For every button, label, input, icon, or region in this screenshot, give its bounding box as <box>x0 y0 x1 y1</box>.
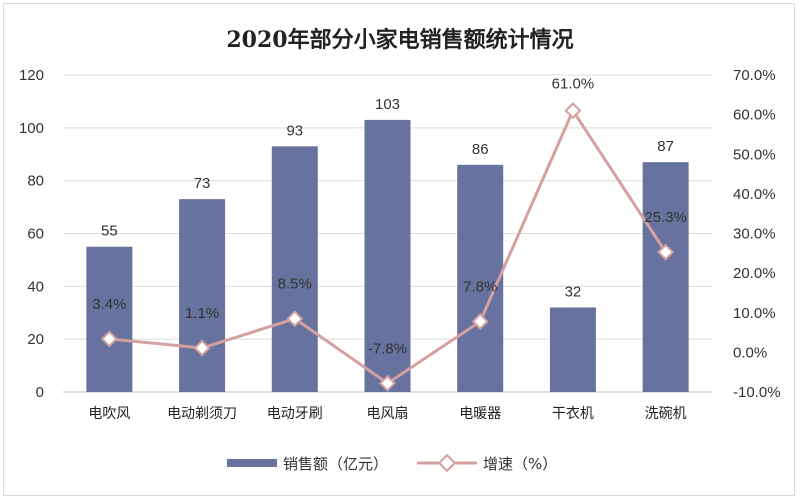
bar-data-label: 55 <box>101 223 118 240</box>
category-label: 电动牙刷 <box>267 406 323 422</box>
left-tick-label: 0 <box>36 384 44 401</box>
bar <box>642 162 689 392</box>
left-tick-label: 20 <box>27 331 44 348</box>
line-point-marker <box>564 102 582 120</box>
bar <box>179 199 226 392</box>
category-label: 干衣机 <box>552 406 594 422</box>
category-label: 电吹风 <box>88 406 130 422</box>
bar <box>271 146 318 392</box>
right-tick-label: -10.0% <box>733 384 781 401</box>
line-data-label: -7.8% <box>368 340 407 357</box>
line-point-marker <box>286 310 304 328</box>
bar <box>86 246 133 392</box>
line-data-labels: 3.4% 1.1% 8.5% -7.8% 7.8% 61.0% 25.3% <box>92 76 687 358</box>
bar <box>549 307 596 392</box>
legend-bar-swatch <box>227 459 277 467</box>
legend: 销售额（亿元） 增速（%） <box>227 453 557 473</box>
right-tick-label: 40.0% <box>733 186 776 203</box>
bar-data-label: 103 <box>375 96 400 113</box>
line-data-label: 7.8% <box>463 278 497 295</box>
legend-line-marker <box>437 453 457 473</box>
right-tick-label: 70.0% <box>733 67 776 84</box>
left-tick-label: 100 <box>19 120 44 137</box>
right-tick-label: 10.0% <box>733 305 776 322</box>
line-point-marker <box>100 330 118 348</box>
bar-data-label: 87 <box>657 138 674 155</box>
right-tick-label: 20.0% <box>733 265 776 282</box>
bar-series <box>86 119 689 393</box>
category-label: 洗碗机 <box>645 406 687 422</box>
category-label: 电暖器 <box>459 406 501 422</box>
right-axis-ticks: -10.0% 0.0% 10.0% 20.0% 30.0% 40.0% 50.0% 60.0%… <box>733 67 781 401</box>
legend-bar-label: 销售额（亿元） <box>283 455 388 473</box>
bar <box>364 119 411 393</box>
bar-data-label: 32 <box>565 283 582 300</box>
bar-data-label: 93 <box>286 122 303 139</box>
right-tick-label: 50.0% <box>733 146 776 163</box>
legend-line-label: 增速（%） <box>483 455 557 473</box>
left-tick-label: 60 <box>27 226 44 243</box>
line-series <box>100 102 675 392</box>
line-data-label: 8.5% <box>278 276 312 293</box>
left-tick-label: 120 <box>19 67 44 84</box>
bar-data-labels: 55 73 93 103 86 32 87 <box>101 96 674 301</box>
right-tick-label: 60.0% <box>733 107 776 124</box>
right-tick-label: 0.0% <box>733 344 767 361</box>
chart-title: 2020年部分小家电销售额统计情况 <box>226 27 573 53</box>
bar-data-label: 86 <box>472 141 489 158</box>
left-tick-label: 80 <box>27 173 44 190</box>
left-tick-label: 40 <box>27 278 44 295</box>
line-data-label: 61.0% <box>552 76 595 93</box>
category-label: 电风扇 <box>367 406 409 422</box>
line-point-marker <box>657 243 675 261</box>
line-data-label: 3.4% <box>92 296 126 313</box>
line-data-label: 1.1% <box>185 305 219 322</box>
bar-data-label: 73 <box>194 175 211 192</box>
bar <box>457 164 504 392</box>
right-tick-label: 30.0% <box>733 226 776 243</box>
line-data-label: 25.3% <box>644 209 687 226</box>
line-point-marker <box>193 339 211 357</box>
category-labels: 电吹风 电动剃须刀 电动牙刷 电风扇 电暖器 干衣机 洗碗机 <box>88 406 686 422</box>
left-axis-ticks: 0 20 40 60 80 100 120 <box>19 67 44 401</box>
line-point-marker <box>379 374 396 392</box>
category-label: 电动剃须刀 <box>167 406 237 422</box>
line-point-marker <box>471 312 489 330</box>
